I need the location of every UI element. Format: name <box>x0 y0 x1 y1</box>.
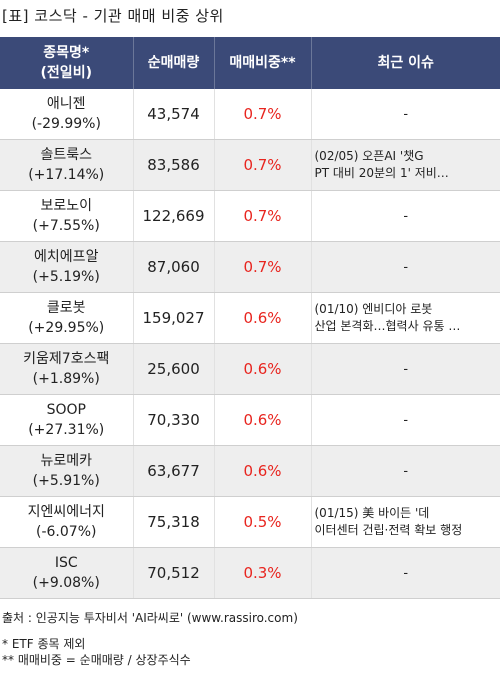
recent-issue-cell: - <box>310 89 500 140</box>
stock-change: (+5.19%) <box>32 269 100 285</box>
net-volume-cell: 159,027 <box>132 292 214 344</box>
recent-issue-cell: - <box>310 190 500 242</box>
net-volume-cell: 75,318 <box>132 496 214 548</box>
net-volume-cell: 87,060 <box>132 241 214 293</box>
stock-name-cell: 솔트룩스 (+17.14%) <box>0 139 133 191</box>
net-volume-cell: 122,669 <box>132 190 214 242</box>
page-title: [표] 코스닥 - 기관 매매 비중 상위 <box>2 7 224 25</box>
trade-ratio-cell: 0.7% <box>213 89 311 140</box>
trade-ratio-cell: 0.6% <box>213 445 311 497</box>
stock-change: (+1.89%) <box>32 371 100 387</box>
header-recent-issue: 최근 이슈 <box>310 37 500 89</box>
trade-ratio-cell: 0.5% <box>213 496 311 548</box>
table-row: 뉴로메카 (+5.91%) 63,677 0.6% - <box>0 445 500 497</box>
net-volume-cell: 63,677 <box>132 445 214 497</box>
trade-ratio-cell: 0.6% <box>213 292 311 344</box>
stock-name-cell: 에치에프알 (+5.19%) <box>0 241 133 293</box>
stock-name: ISC <box>54 555 78 571</box>
recent-issue-text: (02/05) 오픈AI '챗G PT 대비 20분의 1' 저비… <box>314 149 449 180</box>
trade-ratio-cell: 0.3% <box>213 547 311 599</box>
table-row: 솔트룩스 (+17.14%) 83,586 0.7% (02/05) 오픈AI '챗G … <box>0 139 500 191</box>
recent-issue-text: (01/10) 엔비디아 로봇 산업 본격화…협력사 유통 … <box>314 302 461 333</box>
net-volume-cell: 70,512 <box>132 547 214 599</box>
table-row: 키움제7호스팩 (+1.89%) 25,600 0.6% - <box>0 343 500 395</box>
table-row: 클로봇 (+29.95%) 159,027 0.6% (01/10) 엔비디아 로봇 산… <box>0 292 500 344</box>
trade-ratio-cell: 0.7% <box>213 241 311 293</box>
header-stock-name: 종목명* (전일비) <box>0 37 133 89</box>
recent-issue-cell: - <box>310 241 500 293</box>
stock-name: 클로봇 <box>46 300 86 316</box>
header-stock-name-line2: (전일비) <box>40 65 92 81</box>
stock-name: 키움제7호스팩 <box>23 351 110 367</box>
stock-name: 보로노이 <box>40 198 93 214</box>
stock-name-cell: 클로봇 (+29.95%) <box>0 292 133 344</box>
recent-issue-cell: - <box>310 343 500 395</box>
recent-issue-cell[interactable]: (01/10) 엔비디아 로봇 산업 본격화…협력사 유통 … <box>310 292 500 344</box>
table-row: 애니젠 (-29.99%) 43,574 0.7% - <box>0 89 500 140</box>
recent-issue-cell[interactable]: (01/15) 美 바이든 '데 이터센터 건립·전력 확보 행정 <box>310 496 500 548</box>
recent-issue-text: - <box>403 208 409 224</box>
stock-change: (+17.14%) <box>28 167 105 183</box>
stock-change: (+7.55%) <box>32 218 100 234</box>
header-net-volume: 순매매량 <box>132 37 214 89</box>
stock-name: 지엔씨에너지 <box>27 504 105 520</box>
recent-issue-text: - <box>403 412 409 428</box>
table-header-row: 종목명* (전일비) 순매매량 매매비중** 최근 이슈 <box>0 37 500 89</box>
net-volume-cell: 83,586 <box>132 139 214 191</box>
source-note: 출처 : 인공지능 투자비서 'AI라씨로' (www.rassiro.com) <box>2 611 298 625</box>
stock-name-cell: 키움제7호스팩 (+1.89%) <box>0 343 133 395</box>
stock-change: (+5.91%) <box>32 473 100 489</box>
table-row: 보로노이 (+7.55%) 122,669 0.7% - <box>0 190 500 242</box>
stock-name: 솔트룩스 <box>40 147 93 163</box>
trade-ratio-cell: 0.6% <box>213 343 311 395</box>
ratio-formula-note: ** 매매비중 = 순매매량 / 상장주식수 <box>2 653 191 667</box>
header-trade-ratio: 매매비중** <box>213 37 311 89</box>
recent-issue-cell: - <box>310 394 500 446</box>
stock-name-cell: ISC (+9.08%) <box>0 547 133 599</box>
net-volume-cell: 43,574 <box>132 89 214 140</box>
header-stock-name-line1: 종목명* <box>43 45 90 61</box>
stock-name: 에치에프알 <box>34 249 99 265</box>
recent-issue-text: - <box>403 463 409 479</box>
trade-ratio-cell: 0.7% <box>213 190 311 242</box>
net-volume-cell: 70,330 <box>132 394 214 446</box>
stock-name: 애니젠 <box>46 96 86 112</box>
trade-ratio-cell: 0.6% <box>213 394 311 446</box>
stock-name-cell: 지엔씨에너지 (-6.07%) <box>0 496 133 548</box>
recent-issue-text: - <box>403 361 409 377</box>
stock-name: 뉴로메카 <box>40 453 93 469</box>
recent-issue-cell: - <box>310 547 500 599</box>
stock-name-cell: SOOP (+27.31%) <box>0 394 133 446</box>
stock-name-cell: 애니젠 (-29.99%) <box>0 89 133 140</box>
stock-change: (+29.95%) <box>28 320 105 336</box>
table-row: SOOP (+27.31%) 70,330 0.6% - <box>0 394 500 446</box>
recent-issue-text: - <box>403 565 409 581</box>
institution-trade-table: 종목명* (전일비) 순매매량 매매비중** 최근 이슈 애니젠 (-29.99%… <box>0 37 500 599</box>
recent-issue-text: - <box>403 106 409 122</box>
stock-change: (-29.99%) <box>31 116 101 132</box>
recent-issue-cell: - <box>310 445 500 497</box>
stock-change: (+9.08%) <box>32 575 100 591</box>
stock-name: SOOP <box>46 402 86 418</box>
stock-name-cell: 보로노이 (+7.55%) <box>0 190 133 242</box>
trade-ratio-cell: 0.7% <box>213 139 311 191</box>
table-row: ISC (+9.08%) 70,512 0.3% - <box>0 547 500 599</box>
stock-name-cell: 뉴로메카 (+5.91%) <box>0 445 133 497</box>
stock-change: (-6.07%) <box>36 524 97 540</box>
recent-issue-text: (01/15) 美 바이든 '데 이터센터 건립·전력 확보 행정 <box>314 506 463 537</box>
recent-issue-text: - <box>403 259 409 275</box>
recent-issue-cell[interactable]: (02/05) 오픈AI '챗G PT 대비 20분의 1' 저비… <box>310 139 500 191</box>
net-volume-cell: 25,600 <box>132 343 214 395</box>
etf-exclusion-note: * ETF 종목 제외 <box>2 637 86 651</box>
table-row: 지엔씨에너지 (-6.07%) 75,318 0.5% (01/15) 美 바이든 '데… <box>0 496 500 548</box>
table-row: 에치에프알 (+5.19%) 87,060 0.7% - <box>0 241 500 293</box>
stock-change: (+27.31%) <box>28 422 105 438</box>
